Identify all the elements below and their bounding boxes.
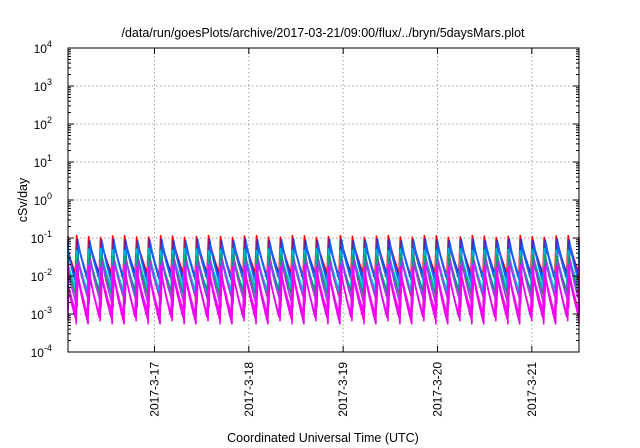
y-axis-label: cSv/day: [16, 177, 30, 222]
y-tick-label: 10-3: [31, 305, 52, 322]
series-line: [67, 271, 580, 325]
y-axis: 10-4 10-3 10-2 10-1 100 101 102 103 104: [31, 39, 579, 360]
y-tick-label: 10-4: [31, 343, 52, 360]
y-tick-label: 103: [34, 77, 52, 94]
x-tick-label: 2017-3-18: [242, 362, 256, 417]
y-tick-label: 10-2: [31, 267, 52, 284]
x-tick-label: 2017-3-20: [430, 362, 444, 417]
series-group: [67, 234, 580, 325]
x-axis: 2017-3-17 2017-3-18 2017-3-19 2017-3-20 2017…: [147, 48, 539, 417]
y-tick-label: 102: [34, 115, 52, 132]
x-tick-label: 2017-3-21: [525, 362, 539, 417]
y-tick-label: 10-1: [31, 229, 52, 246]
y-tick-label: 104: [34, 39, 52, 56]
y-tick-label: 101: [34, 153, 52, 170]
x-tick-label: 2017-3-19: [336, 362, 350, 417]
chart-title: /data/run/goesPlots/archive/2017-03-21/0…: [121, 26, 525, 40]
x-axis-label: Coordinated Universal Time (UTC): [227, 431, 419, 445]
x-tick-label: 2017-3-17: [147, 362, 161, 417]
y-tick-label: 100: [34, 191, 52, 208]
